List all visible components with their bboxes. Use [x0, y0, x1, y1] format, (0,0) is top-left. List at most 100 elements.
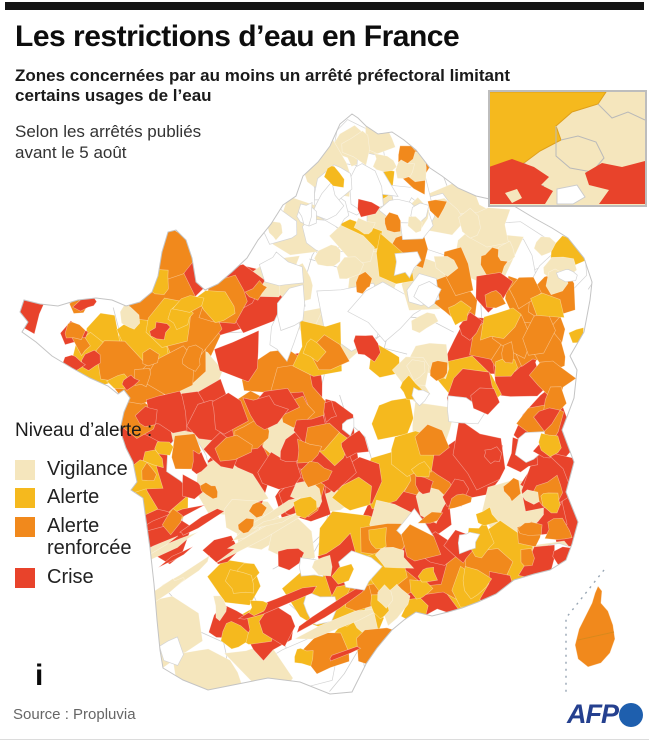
map-zone-no_restriction	[311, 181, 345, 221]
map-zone-alerte_renforcee	[384, 211, 401, 233]
bottom-divider	[0, 739, 649, 740]
map-zone-alerte	[220, 621, 249, 650]
source-credit: Source : Propluvia	[13, 706, 136, 723]
vigilance-swatch-icon	[15, 460, 35, 480]
map-zone-no_restriction	[393, 251, 422, 279]
map-zone-no_restriction	[298, 202, 313, 227]
map-zone-no_restriction	[555, 269, 578, 283]
map-zone-crise	[277, 548, 305, 571]
map-zone-alerte_renforcee	[356, 627, 407, 668]
map-zone-alerte_renforcee	[302, 632, 350, 675]
corsica-border	[577, 631, 615, 641]
map-zone-crise	[211, 392, 249, 435]
info-glyph: i	[35, 659, 44, 692]
map-zone-alerte_renforcee	[300, 460, 333, 488]
map-zone-alerte_renforcee	[64, 321, 86, 340]
alerte-swatch-icon	[15, 488, 35, 509]
map-zone-crise	[353, 334, 381, 363]
map-zone-alerte_renforcee	[355, 271, 373, 295]
map-zone-alerte	[475, 506, 500, 527]
map-zone-alerte_renforcee	[297, 438, 323, 464]
map-zone-vigilance	[311, 554, 333, 577]
map-zone-alerte	[331, 476, 372, 511]
legend: Niveau d’alerte : Vigilance Alerte Alert…	[15, 420, 177, 594]
map-zone-alerte	[294, 647, 314, 667]
map-zone-alerte_renforcee	[248, 501, 268, 519]
date-note-line1: Selon les arrêtés publiés	[15, 122, 202, 141]
map-zone-alerte	[538, 432, 562, 458]
top-accent-bar	[5, 2, 644, 10]
map-zone-alerte	[323, 165, 345, 188]
page-subtitle: Zones concernées par au moins un arrêté …	[15, 66, 511, 106]
alerte-renforcee-swatch-icon	[15, 516, 35, 537]
inset-zone-crise-left	[489, 159, 553, 204]
map-zone-alerte_renforcee	[199, 482, 218, 500]
map-zone-alerte	[172, 295, 205, 313]
afp-wordmark: AFP	[567, 699, 619, 729]
map-zone-alerte_renforcee	[427, 199, 448, 220]
map-zone-vigilance	[377, 584, 394, 609]
map-zone-alerte_renforcee	[142, 348, 160, 367]
date-note: Selon les arrêtés publiés avant le 5 aoû…	[15, 121, 201, 164]
legend-item-vigilance: Vigilance	[15, 458, 177, 480]
map-zone-crise	[81, 349, 101, 371]
map-zone-no_restriction	[411, 386, 431, 407]
map-zone-crise	[415, 475, 434, 495]
map-zone-crise	[452, 418, 506, 491]
map-zone-vigilance	[313, 244, 341, 267]
map-zone-vigilance	[406, 359, 426, 382]
legend-label: Vigilance	[47, 458, 128, 480]
map-zone-alerte	[331, 563, 355, 585]
map-zone-vigilance	[253, 513, 297, 529]
inset-border-line-2	[597, 103, 646, 121]
map-zone-crise	[329, 646, 362, 662]
map-zone-vigilance	[336, 256, 365, 280]
map-zone-alerte_renforcee	[484, 290, 507, 309]
map-zone-alerte_renforcee	[133, 368, 152, 388]
map-zone-no_restriction	[277, 284, 305, 331]
map-zone-alerte	[417, 566, 438, 583]
map-zone-alerte	[225, 569, 255, 594]
map-zone-crise	[296, 583, 365, 634]
map-zone-crise	[470, 387, 501, 416]
map-zone-no_restriction	[347, 281, 425, 343]
map-zone-crise	[323, 400, 338, 423]
map-zone-alerte_renforcee	[416, 511, 444, 524]
map-zone-crise	[357, 198, 381, 218]
map-zone-alerte_renforcee	[544, 517, 573, 541]
map-zone-crise	[533, 407, 561, 432]
legend-item-alerte-renforcee: Alerte renforcée	[15, 515, 177, 560]
map-zone-alerte_renforcee	[141, 461, 157, 481]
inset-zone-vigilance-notch	[505, 189, 522, 203]
legend-label: Crise	[47, 565, 94, 588]
map-zone-no_restriction	[342, 417, 355, 437]
map-zone-no_restriction	[338, 550, 383, 591]
map-zone-alerte	[410, 461, 431, 478]
map-zone-alerte	[480, 307, 522, 341]
map-zone-vigilance	[497, 240, 516, 262]
map-zone-crise	[134, 405, 158, 428]
inset-zone-crise-right	[585, 161, 645, 204]
map-zone-vigilance	[410, 312, 439, 334]
map-zone-vigilance	[458, 207, 481, 239]
map-zone-crise	[213, 330, 260, 383]
department-border-line	[587, 223, 592, 290]
map-zone-vigilance	[520, 489, 540, 505]
map-zone-no_restriction	[258, 251, 304, 287]
map-zone-alerte	[409, 579, 434, 600]
legend-item-crise: Crise	[15, 566, 177, 588]
map-zone-vigilance	[407, 216, 423, 234]
map-zone-no_restriction	[457, 531, 481, 555]
map-zone-vigilance	[372, 153, 398, 173]
map-zone-vigilance	[267, 221, 283, 241]
map-zone-alerte	[142, 449, 164, 469]
map-zone-alerte	[540, 492, 561, 514]
map-zone-vigilance	[341, 130, 370, 166]
map-zone-crise	[179, 508, 225, 536]
map-zone-alerte	[462, 566, 493, 600]
france-outline	[19, 113, 593, 695]
map-zone-alerte_renforcee	[214, 434, 253, 462]
page-title: Les restrictions d’eau en France	[15, 20, 460, 53]
inset-map	[488, 90, 647, 207]
